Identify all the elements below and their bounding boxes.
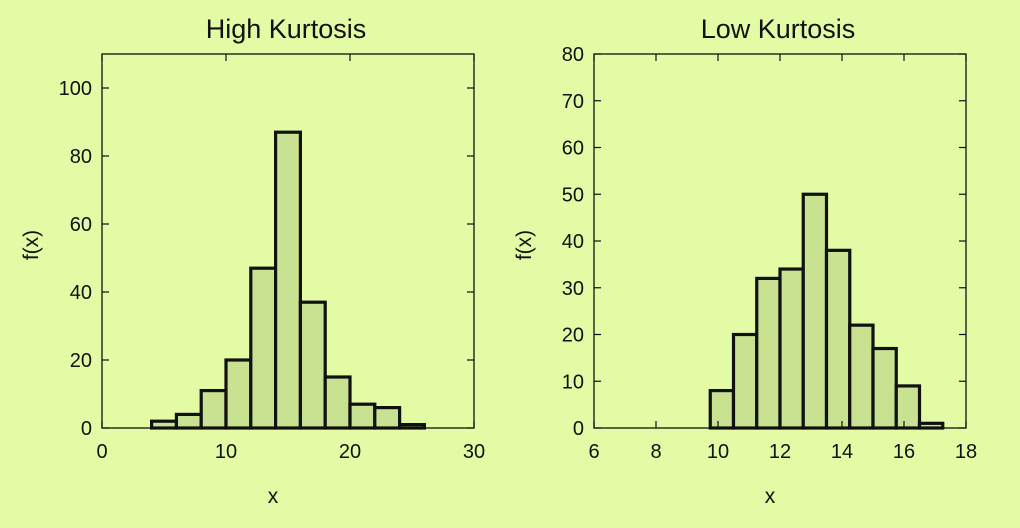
y-tick-label: 0 bbox=[81, 418, 92, 440]
histogram-bar bbox=[298, 300, 327, 430]
x-tick-label: 12 bbox=[769, 441, 791, 463]
histogram-bar bbox=[348, 402, 377, 430]
plot-frame bbox=[593, 53, 967, 429]
x-tick-label: 18 bbox=[955, 441, 977, 463]
histogram-bar bbox=[894, 384, 922, 430]
bars bbox=[708, 192, 945, 430]
ticks: 6 8 10 12 14 16 18 0 10 20 30 40 50 60 70 80 bbox=[562, 44, 977, 463]
histogram-bar bbox=[871, 346, 898, 430]
x-tick-label: 6 bbox=[588, 441, 599, 463]
chart-high-kurtosis: High Kurtosis x f(x) 0 10 20 30 0 20 40 60 80 100 bbox=[20, 14, 485, 508]
histogram-bar bbox=[824, 248, 852, 430]
histogram-bar bbox=[199, 389, 228, 430]
y-tick-label: 0 bbox=[573, 418, 584, 440]
bars bbox=[150, 130, 427, 430]
x-tick-label: 20 bbox=[339, 441, 361, 463]
y-axis-label: f(x) bbox=[20, 230, 43, 260]
histogram-bar bbox=[323, 375, 352, 430]
y-tick-label: 20 bbox=[70, 350, 92, 372]
histogram-bar bbox=[801, 192, 829, 430]
histogram-bar bbox=[224, 358, 253, 430]
x-tick-label: 0 bbox=[96, 441, 107, 463]
x-tick-label: 8 bbox=[650, 441, 661, 463]
histogram-bar bbox=[917, 421, 945, 430]
y-tick-label: 100 bbox=[59, 78, 92, 100]
y-axis-label: f(x) bbox=[513, 230, 536, 260]
histogram-bar bbox=[708, 389, 736, 430]
histogram-bar bbox=[249, 266, 278, 430]
y-tick-label: 40 bbox=[70, 282, 92, 304]
y-tick-label: 60 bbox=[70, 214, 92, 236]
chart-low-kurtosis: Low Kurtosis x f(x) 6 8 10 12 14 16 18 0 10 20 30 4… bbox=[513, 14, 977, 508]
chart-title: High Kurtosis bbox=[206, 14, 367, 44]
x-tick-label: 14 bbox=[831, 441, 853, 463]
histogram-bar bbox=[274, 130, 303, 430]
histogram-bar bbox=[755, 276, 782, 430]
y-tick-label: 70 bbox=[562, 91, 584, 113]
x-tick-label: 10 bbox=[707, 441, 729, 463]
y-tick-label: 80 bbox=[562, 44, 584, 66]
y-tick-label: 30 bbox=[562, 278, 584, 300]
x-tick-label: 30 bbox=[463, 441, 485, 463]
histogram-bar bbox=[731, 332, 759, 430]
plot-frame bbox=[101, 53, 475, 429]
x-axis-label: x bbox=[765, 485, 776, 508]
y-tick-label: 40 bbox=[562, 231, 584, 253]
chart-title: Low Kurtosis bbox=[701, 14, 856, 44]
y-tick-label: 10 bbox=[562, 371, 584, 393]
y-tick-label: 20 bbox=[562, 325, 584, 347]
y-tick-label: 60 bbox=[562, 138, 584, 160]
histogram-bar bbox=[150, 419, 179, 430]
histogram-bar bbox=[373, 406, 402, 430]
x-tick-label: 16 bbox=[893, 441, 915, 463]
y-tick-label: 80 bbox=[70, 146, 92, 168]
x-axis-label: x bbox=[268, 485, 279, 508]
y-tick-label: 50 bbox=[562, 184, 584, 206]
histogram-bar bbox=[778, 267, 805, 430]
histogram-bar bbox=[174, 412, 203, 430]
histogram-bar bbox=[848, 323, 875, 430]
x-tick-label: 10 bbox=[215, 441, 237, 463]
